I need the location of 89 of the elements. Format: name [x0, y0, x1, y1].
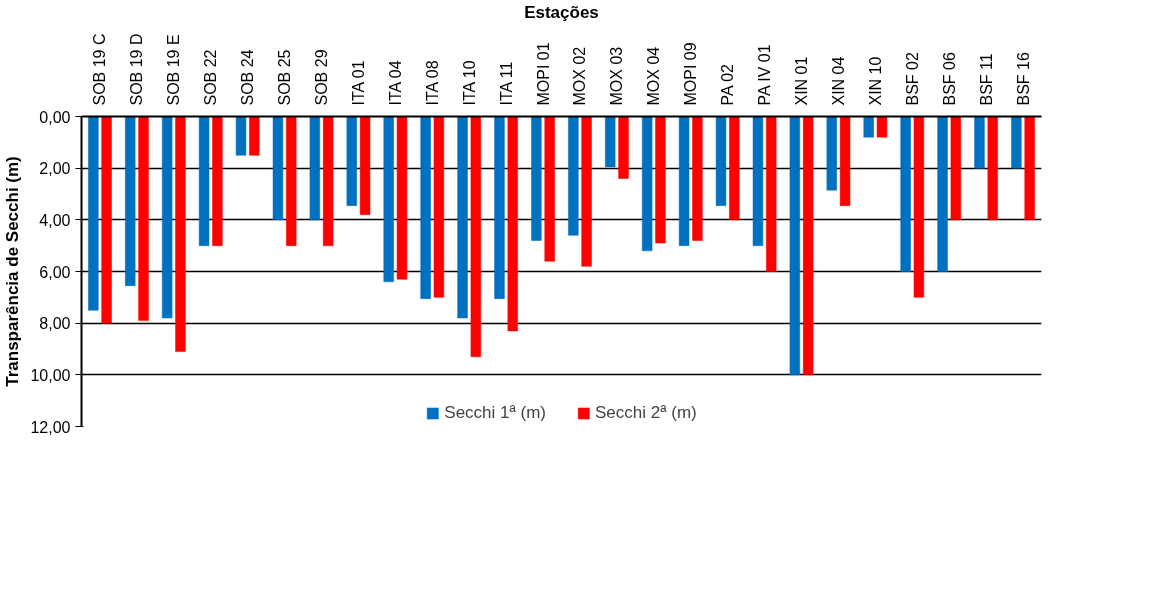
- x-tick-label: PA 02: [719, 63, 737, 106]
- bar: [125, 116, 136, 286]
- bar: [286, 116, 297, 246]
- x-tick-label: SOB 19 C: [91, 33, 109, 106]
- bar: [729, 116, 740, 221]
- x-tick-label: SOB 19 D: [128, 33, 146, 106]
- bar: [605, 116, 616, 168]
- bar: [752, 116, 764, 246]
- x-tick-label: SOB 25: [276, 49, 294, 106]
- bar: [987, 116, 998, 221]
- bar: [507, 116, 518, 332]
- bar: [950, 116, 962, 221]
- x-tick-label: SOB 22: [202, 49, 220, 106]
- bar: [175, 116, 186, 352]
- bar: [433, 116, 445, 298]
- bar: [138, 116, 149, 321]
- bar: [581, 116, 592, 267]
- bar: [346, 116, 357, 206]
- y-axis-title: Transparência de Secchi (m): [3, 156, 23, 387]
- bar: [1011, 116, 1022, 169]
- x-tick-label: MOX 03: [608, 46, 626, 106]
- bar: [937, 116, 948, 272]
- x-tick-label: MOX 04: [645, 46, 663, 106]
- x-tick-label: ITA 11: [497, 61, 515, 106]
- x-tick-label: PA IV 01: [756, 44, 774, 106]
- x-tick-label: MOX 02: [571, 46, 589, 106]
- x-tick-label: BSF 16: [1014, 52, 1032, 106]
- bar: [161, 116, 173, 319]
- x-tick-label: MOPI 09: [682, 42, 700, 106]
- bar: [692, 116, 703, 241]
- bar: [457, 116, 468, 319]
- bar: [641, 116, 653, 252]
- bar: [839, 116, 851, 206]
- x-tick-label: ITA 08: [423, 60, 441, 106]
- bar: [235, 116, 247, 156]
- bar: [913, 116, 925, 298]
- bar: [420, 116, 431, 299]
- bar: [531, 116, 542, 241]
- bar: [359, 116, 371, 215]
- bar: [198, 116, 210, 246]
- y-tick-label: 4,00: [39, 211, 71, 229]
- x-tick-label: ITA 01: [349, 60, 367, 106]
- x-axis-title: Estações: [524, 3, 599, 23]
- x-tick-label: BSF 11: [977, 53, 995, 106]
- x-tick-label: SOB 19 E: [165, 34, 183, 106]
- bar: [383, 116, 394, 283]
- bar: [212, 116, 223, 246]
- y-tick-label: 10,00: [30, 366, 71, 384]
- y-tick-label: 2,00: [39, 160, 71, 178]
- bar: [1024, 116, 1035, 221]
- y-tick-label: 12,00: [30, 418, 71, 436]
- x-tick-label: XIN 10: [866, 56, 884, 106]
- bar: [826, 116, 837, 191]
- x-tick-label: BSF 02: [903, 52, 921, 106]
- bar: [309, 116, 321, 221]
- bar: [88, 116, 99, 311]
- bar: [101, 116, 112, 324]
- bar: [678, 116, 690, 246]
- legend-label: Secchi 2ª (m): [595, 403, 697, 423]
- x-tick-label: XIN 01: [793, 56, 810, 106]
- bar: [272, 116, 284, 221]
- bar: [789, 116, 801, 376]
- bar: [249, 116, 260, 156]
- x-tick-label: BSF 06: [940, 52, 958, 106]
- y-tick-label: 8,00: [39, 315, 71, 333]
- x-tick-label: SOB 24: [239, 49, 257, 106]
- bar: [322, 116, 334, 246]
- x-tick-label: ITA 10: [460, 60, 478, 106]
- x-tick-label: SOB 29: [313, 49, 330, 106]
- x-tick-label: XIN 04: [829, 56, 847, 106]
- bar: [876, 116, 888, 138]
- bar: [715, 116, 727, 206]
- y-tick-label: 6,00: [39, 263, 71, 281]
- bar: [544, 116, 555, 262]
- bar: [863, 116, 874, 138]
- x-tick-label: MOPI 01: [534, 42, 552, 106]
- bar: [396, 116, 408, 280]
- bar: [470, 116, 482, 357]
- bar: [900, 116, 911, 272]
- bar: [766, 116, 777, 272]
- x-tick-label: ITA 04: [386, 60, 404, 106]
- bar: [494, 116, 505, 299]
- y-tick-label: 0,00: [39, 108, 71, 126]
- bar: [974, 116, 985, 169]
- bar: [655, 116, 666, 244]
- legend-label: Secchi 1ª (m): [444, 403, 546, 423]
- bar: [802, 116, 814, 376]
- bar: [568, 116, 579, 236]
- bar: [618, 116, 629, 179]
